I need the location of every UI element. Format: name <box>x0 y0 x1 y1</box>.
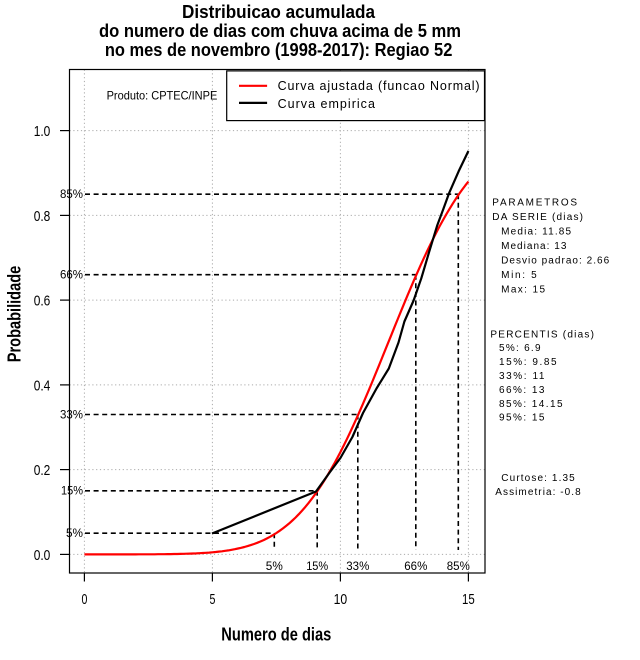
svg-text:Min: 5: Min: 5 <box>501 270 537 281</box>
svg-text:Media: 11.85: Media: 11.85 <box>501 226 571 237</box>
svg-text:33%: 11: 33%: 11 <box>499 371 545 382</box>
svg-text:Curtose: 1.35: Curtose: 1.35 <box>501 473 575 484</box>
svg-text:Curva ajustada (funcao Normal): Curva ajustada (funcao Normal) <box>278 79 480 93</box>
svg-text:Desvio padrao: 2.66: Desvio padrao: 2.66 <box>501 255 610 266</box>
svg-text:1.0: 1.0 <box>34 123 51 140</box>
svg-text:do numero de dias com chuva ac: do numero de dias com chuva acima de 5 m… <box>99 21 461 41</box>
svg-text:33%: 33% <box>60 407 83 421</box>
svg-text:PERCENTIS (dias): PERCENTIS (dias) <box>490 329 594 340</box>
svg-text:66%: 13: 66%: 13 <box>499 385 545 396</box>
svg-text:10: 10 <box>334 591 348 608</box>
svg-text:5: 5 <box>209 591 215 608</box>
svg-text:66%: 66% <box>404 559 427 573</box>
svg-text:15%: 9.85: 15%: 9.85 <box>499 357 557 368</box>
svg-text:Numero de dias: Numero de dias <box>221 625 331 645</box>
svg-text:0.4: 0.4 <box>34 377 51 394</box>
svg-text:no mes de novembro (1998-2017): no mes de novembro (1998-2017): Regiao 5… <box>105 40 453 60</box>
svg-text:85%: 85% <box>60 187 83 201</box>
svg-text:Max: 15: Max: 15 <box>501 284 545 295</box>
svg-text:Mediana: 13: Mediana: 13 <box>501 241 567 252</box>
svg-text:95%: 15: 95%: 15 <box>499 413 545 424</box>
svg-text:Assimetria: -0.8: Assimetria: -0.8 <box>495 487 581 498</box>
svg-text:0: 0 <box>81 591 87 608</box>
svg-text:DA SERIE (dias): DA SERIE (dias) <box>492 212 583 223</box>
svg-text:0.8: 0.8 <box>34 208 51 225</box>
svg-text:Probabilidade: Probabilidade <box>5 266 25 363</box>
svg-text:0.2: 0.2 <box>34 462 51 479</box>
svg-text:Produto: CPTEC/INPE: Produto: CPTEC/INPE <box>107 89 218 103</box>
svg-text:66%: 66% <box>60 268 83 282</box>
svg-text:Distribuicao acumulada: Distribuicao acumulada <box>182 2 376 22</box>
svg-text:0.0: 0.0 <box>34 547 51 564</box>
svg-text:15%: 15% <box>306 559 328 573</box>
svg-text:0.6: 0.6 <box>34 293 51 310</box>
svg-text:33%: 33% <box>346 559 369 573</box>
svg-text:85%: 85% <box>447 559 470 573</box>
svg-text:5%: 5% <box>266 559 283 573</box>
svg-text:15: 15 <box>462 591 475 608</box>
svg-text:85%: 14.15: 85%: 14.15 <box>499 399 563 410</box>
svg-text:PARAMETROS: PARAMETROS <box>492 197 577 208</box>
svg-text:Curva empirica: Curva empirica <box>278 97 375 111</box>
svg-text:5%: 5% <box>66 526 83 540</box>
svg-text:5%: 6.9: 5%: 6.9 <box>499 343 541 354</box>
svg-text:15%: 15% <box>61 484 83 498</box>
